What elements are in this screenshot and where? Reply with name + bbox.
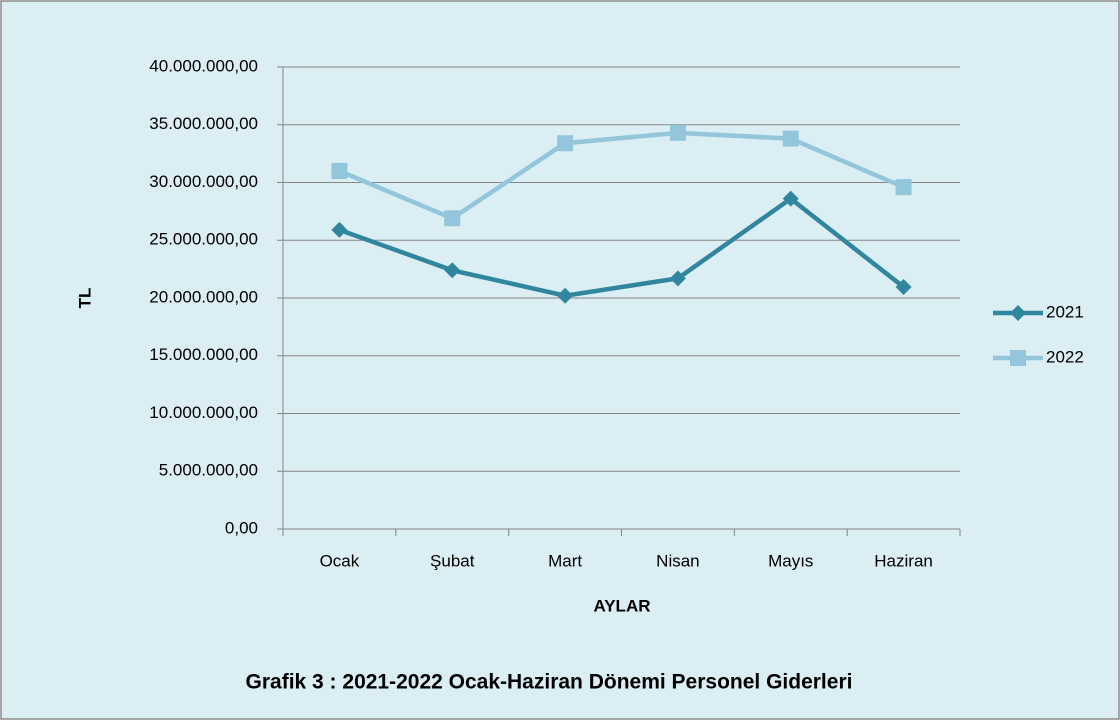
x-tick-label: Mart bbox=[548, 551, 582, 570]
legend-marker bbox=[1010, 350, 1026, 366]
data-point bbox=[444, 262, 461, 279]
x-tick-label: Şubat bbox=[430, 551, 475, 570]
y-tick-label: 0,00 bbox=[225, 518, 258, 537]
y-tick-label: 15.000.000,00 bbox=[149, 345, 258, 364]
data-point bbox=[444, 210, 461, 227]
data-point bbox=[331, 162, 348, 179]
data-point bbox=[669, 124, 686, 141]
x-axis-title: AYLAR bbox=[594, 596, 651, 615]
legend-marker bbox=[1010, 305, 1026, 321]
data-point bbox=[895, 179, 912, 196]
legend-label: 2021 bbox=[1046, 302, 1084, 321]
x-tick-label: Mayıs bbox=[768, 551, 813, 570]
y-tick-label: 35.000.000,00 bbox=[149, 114, 258, 133]
data-point bbox=[782, 130, 799, 147]
legend-label: 2022 bbox=[1046, 347, 1084, 366]
data-point bbox=[669, 270, 686, 287]
x-tick-label: Ocak bbox=[320, 551, 360, 570]
data-point bbox=[331, 221, 348, 238]
y-tick-label: 10.000.000,00 bbox=[149, 403, 258, 422]
y-axis-title: TL bbox=[75, 288, 94, 309]
data-point bbox=[557, 135, 574, 152]
y-tick-label: 20.000.000,00 bbox=[149, 287, 258, 306]
series-line bbox=[338, 195, 905, 298]
data-point bbox=[782, 190, 799, 207]
data-point bbox=[557, 287, 574, 304]
x-tick-label: Haziran bbox=[874, 551, 933, 570]
series-line bbox=[338, 130, 905, 221]
x-tick-label: Nisan bbox=[656, 551, 699, 570]
data-point bbox=[895, 279, 912, 296]
chart-title: Grafik 3 : 2021-2022 Ocak-Haziran Dönemi… bbox=[246, 671, 853, 694]
y-tick-label: 30.000.000,00 bbox=[149, 172, 258, 191]
y-tick-label: 5.000.000,00 bbox=[159, 461, 258, 480]
y-tick-label: 25.000.000,00 bbox=[149, 230, 258, 249]
y-tick-label: 40.000.000,00 bbox=[149, 56, 258, 75]
